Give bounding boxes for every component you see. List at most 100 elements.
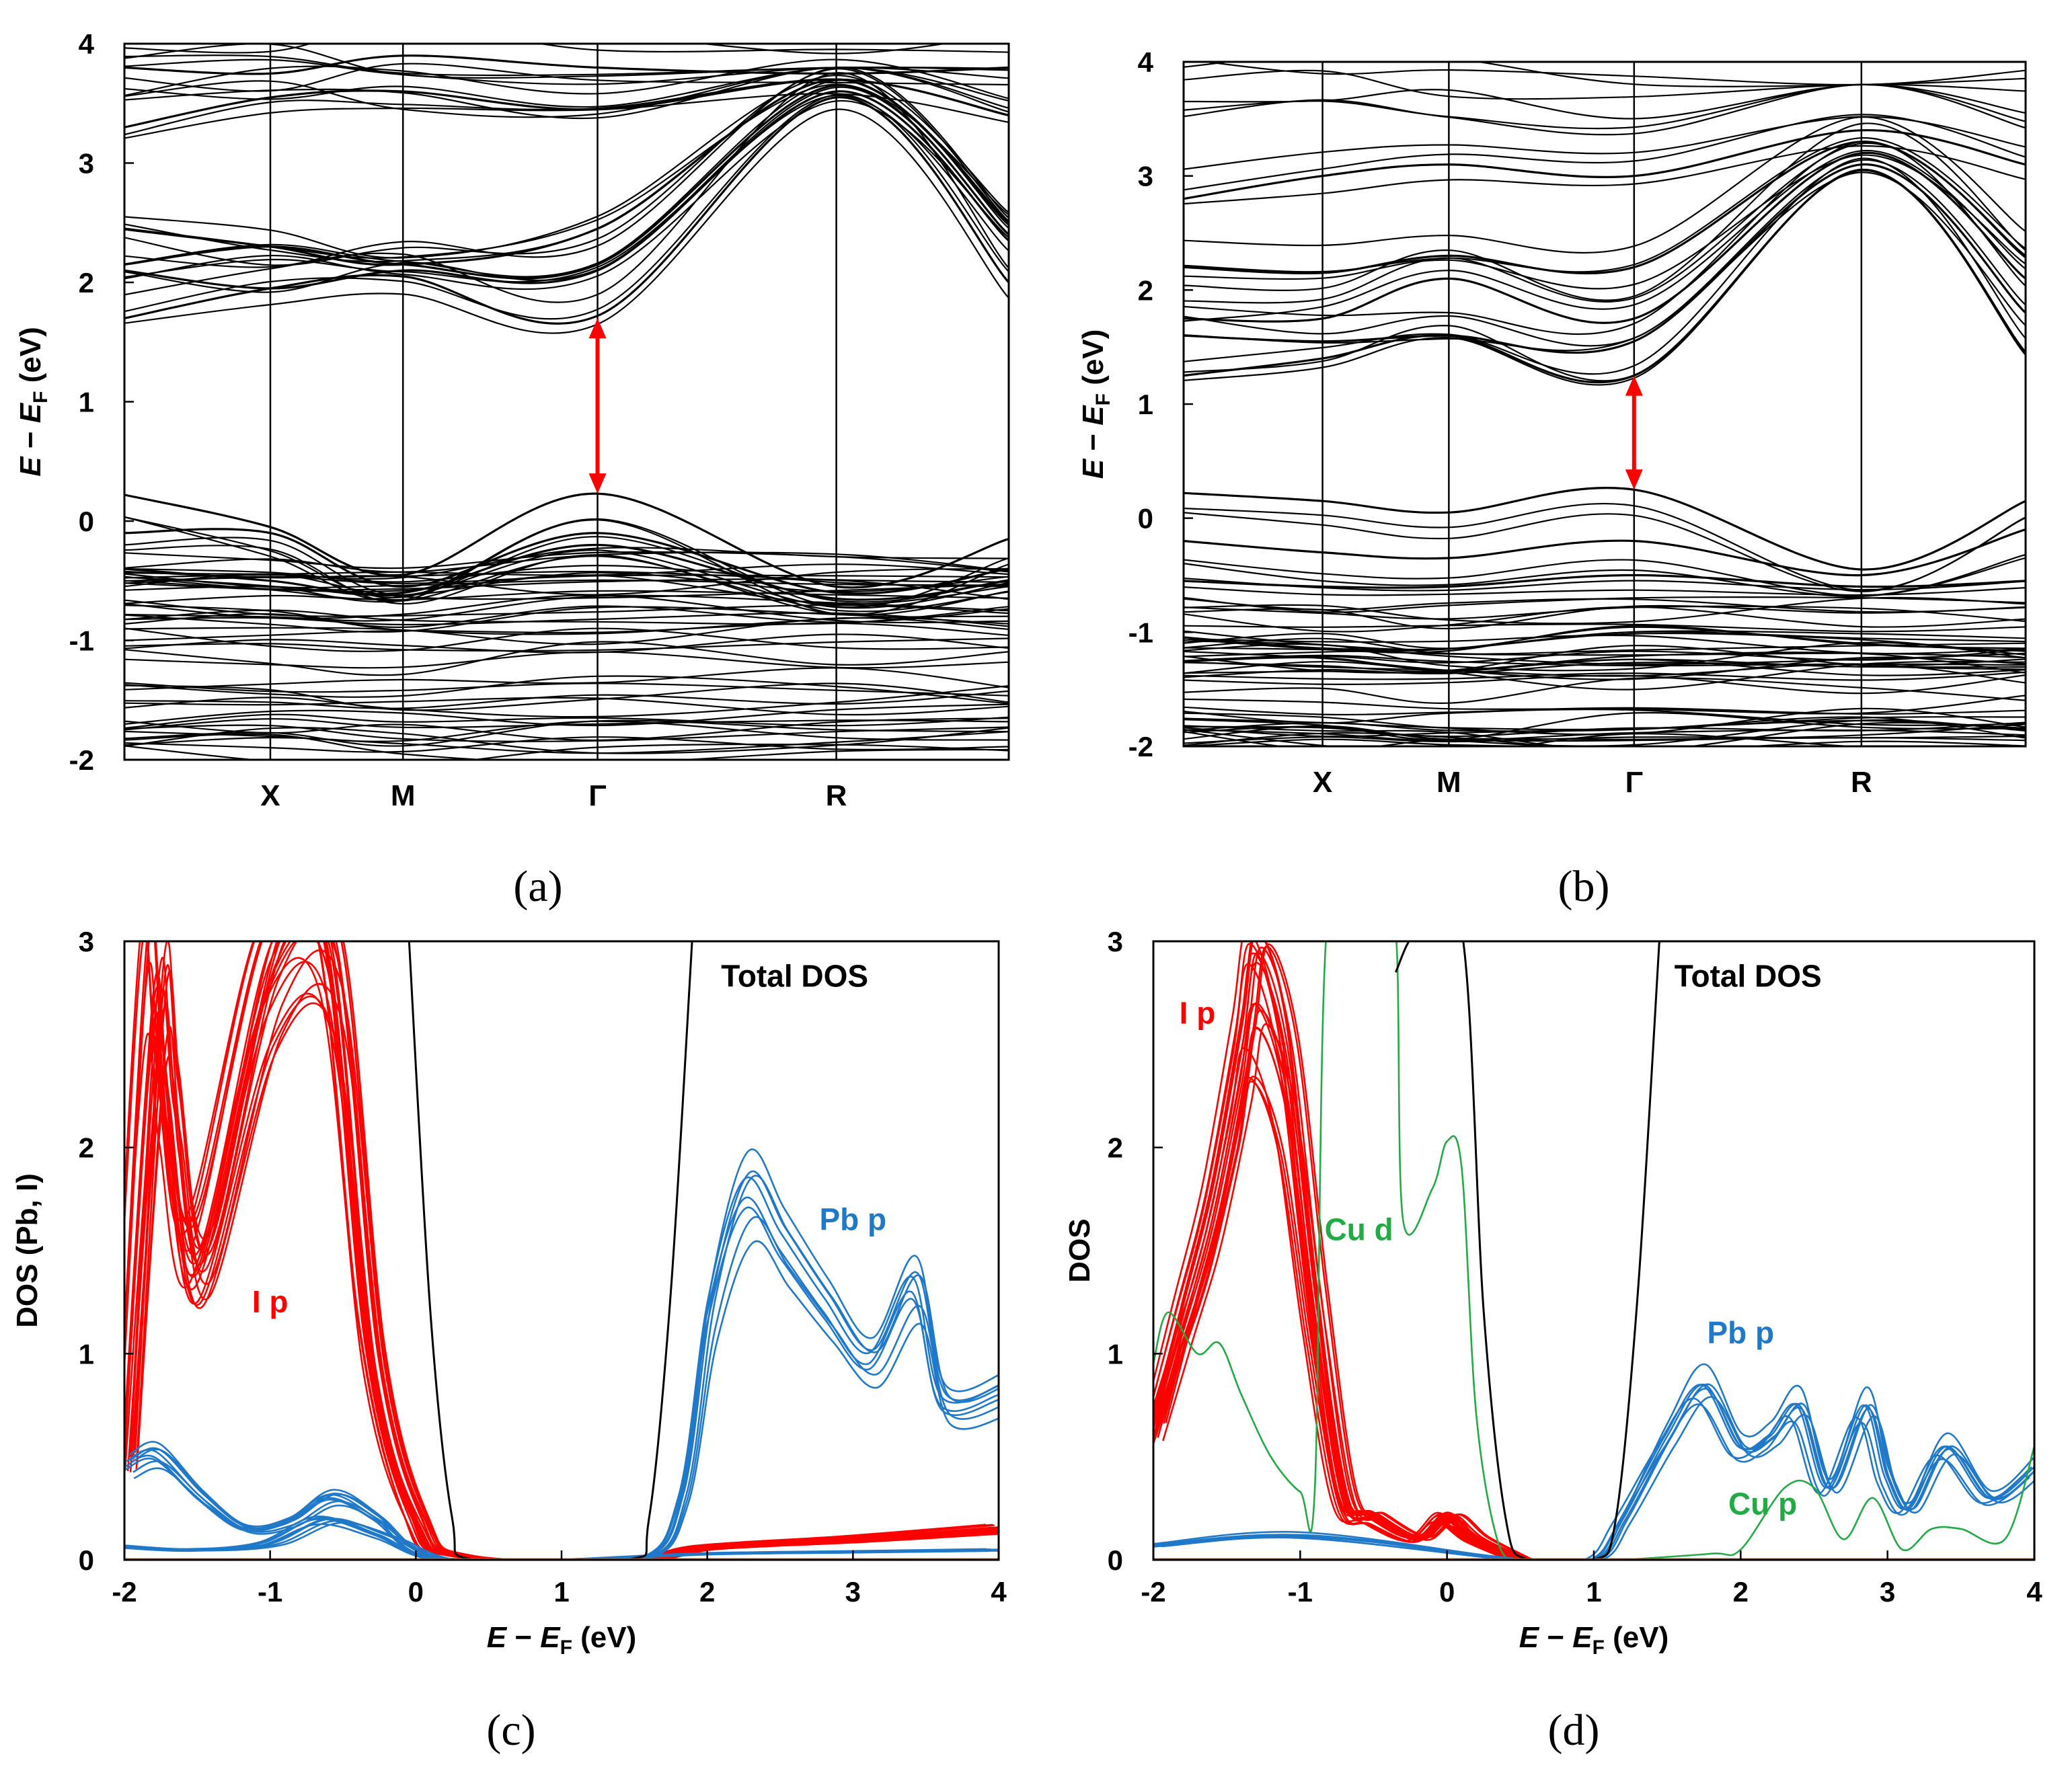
conduction-band — [1184, 114, 2026, 191]
dos-curve-i-p — [126, 995, 999, 1560]
y-tick-label: 2 — [79, 267, 94, 299]
label-subscript: F — [1092, 393, 1114, 405]
valence-manifold-band — [124, 690, 1009, 709]
label-unit: (eV) — [1077, 329, 1110, 393]
y-tick-label: 3 — [1108, 926, 1123, 957]
y-tick-label: 3 — [1138, 161, 1153, 192]
series-annotation: I p — [1180, 996, 1216, 1031]
y-tick-label: 4 — [1138, 46, 1154, 78]
valence-manifold-band — [1184, 712, 2026, 741]
valence-manifold-band — [124, 622, 1009, 641]
valence-manifold-band — [124, 682, 1009, 711]
y-axis-label: E − EF (eV) — [1077, 329, 1114, 479]
y-axis-label: DOS (Pb, I) — [11, 1173, 44, 1328]
valence-manifold-band — [124, 703, 1009, 727]
band-gap-arrowhead-top — [1625, 375, 1643, 396]
valence-band — [124, 543, 1009, 601]
valence-manifold-band — [1184, 706, 2026, 716]
valence-manifold-band — [124, 564, 1009, 588]
y-tick-label: 0 — [1108, 1544, 1123, 1576]
valence-manifold-band — [124, 720, 1009, 742]
label-unit: (eV) — [572, 1621, 636, 1654]
dos-curve-pb-p — [1153, 1403, 2030, 1560]
label-subscript: F — [560, 1636, 572, 1659]
series-annotation: Cu p — [1728, 1487, 1797, 1522]
valence-manifold-band — [1184, 723, 2026, 742]
valence-band — [1184, 574, 2026, 589]
dos-curve-pb-p — [124, 1196, 999, 1560]
dos-curve-i-p — [124, 992, 999, 1560]
valence-manifold-band — [1184, 721, 2026, 746]
y-tick-label: 3 — [79, 926, 94, 957]
valence-manifold-band — [1184, 623, 2026, 633]
valence-manifold-band — [124, 633, 1009, 654]
conduction-band — [1184, 169, 2026, 386]
label-minus: − — [14, 423, 47, 457]
conduction-band — [124, 58, 1009, 100]
valence-manifold-band — [1184, 606, 2026, 633]
dos-curve-cu-p — [1623, 1446, 2034, 1560]
conduction-band — [697, 44, 950, 54]
y-tick-label: 1 — [79, 387, 94, 418]
dos-curve-i-p — [132, 941, 999, 1560]
valence-manifold-band — [1184, 641, 2026, 672]
dos-curve-i-p — [1153, 1080, 1517, 1560]
valence-manifold-band — [124, 682, 1009, 697]
panel-label: (a) — [513, 862, 562, 911]
upper-band — [1184, 62, 2026, 87]
conduction-band — [124, 100, 1009, 290]
dos-curve-i-p — [1157, 1009, 1525, 1560]
valence-manifold-band — [1184, 729, 1864, 746]
x-tick-label: -2 — [1141, 1576, 1165, 1608]
dos-curve-i-p — [129, 1002, 999, 1560]
x-tick-label: 3 — [1880, 1576, 1895, 1608]
valence-manifold-band — [124, 719, 1009, 747]
dos-curves — [124, 941, 999, 1560]
y-axis-label: E − EF (eV) — [14, 327, 52, 477]
y-tick-label: 4 — [79, 28, 95, 60]
label-e2: E — [540, 1621, 561, 1654]
dos-curve-pb-p-low- — [124, 1517, 991, 1560]
label-minus: − — [1539, 1621, 1572, 1654]
dos-curve-i-p — [124, 941, 997, 1560]
k-point-label: M — [391, 779, 416, 812]
dos-curve-pb-p — [124, 1206, 999, 1560]
conduction-band — [1184, 116, 2026, 170]
dos-curve-total-dos — [1394, 941, 1660, 1560]
valence-manifold-band — [124, 713, 1009, 729]
dos-curve-cu-d — [1153, 941, 1521, 1560]
dos-curve-i-p — [135, 983, 999, 1560]
dos-curve-i-p — [124, 941, 999, 1560]
valence-band — [1184, 528, 2026, 577]
valence-manifold-band — [1184, 695, 2026, 715]
x-tick-label: 0 — [408, 1576, 424, 1608]
label-unit: (eV) — [14, 327, 47, 391]
dos-curve-pb-p — [1161, 1396, 2034, 1560]
y-tick-label: 0 — [79, 1544, 94, 1576]
valence-manifold-band — [124, 551, 1009, 573]
conduction-band — [124, 90, 1009, 290]
upper-band — [1184, 83, 2026, 120]
conduction-band — [1184, 159, 2026, 347]
y-tick-label: 2 — [79, 1132, 94, 1164]
valence-manifold-band — [1184, 661, 2026, 684]
series-annotation: Total DOS — [721, 958, 868, 993]
label-subscript: F — [1593, 1636, 1605, 1659]
valence-band — [1184, 503, 2026, 592]
y-tick-label: 1 — [1138, 389, 1153, 420]
label-subscript: F — [30, 391, 52, 403]
label-e: E — [1077, 458, 1110, 479]
dos-curve-pb-p — [129, 1170, 999, 1560]
valence-manifold-band — [124, 574, 1009, 584]
valence-band — [1184, 486, 2026, 571]
conduction-band — [1184, 137, 2026, 273]
valence-manifold-band — [124, 667, 1009, 691]
dos-curve-pb-p — [133, 1240, 999, 1560]
valence-manifold-band — [124, 736, 1009, 753]
valence-manifold-band — [124, 651, 1009, 669]
panel-label: (b) — [1558, 862, 1610, 911]
x-tick-label: 4 — [2026, 1576, 2042, 1608]
conduction-band — [124, 78, 1009, 136]
valence-band — [124, 549, 1009, 609]
